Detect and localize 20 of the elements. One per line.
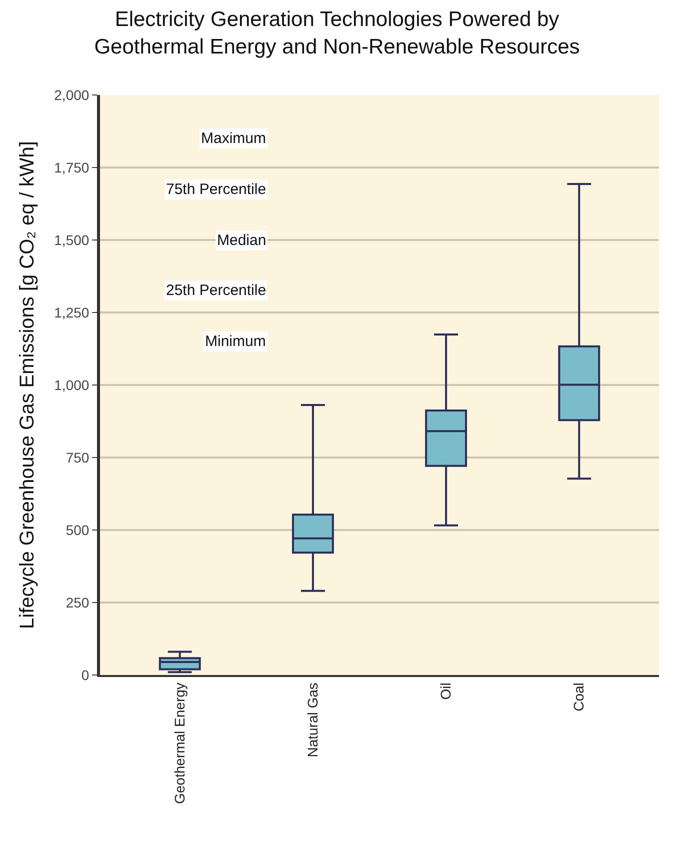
x-tick-label: Coal: [570, 682, 587, 712]
annotation: Minimum: [205, 333, 266, 350]
x-tick-label: Oil: [438, 682, 454, 700]
y-tick-label: 1,500: [54, 232, 90, 248]
y-tick-label: 250: [66, 594, 90, 610]
chart-title: Electricity Generation Technologies Powered by Geothermal Energy and Non-Renewable Resources: [94, 8, 580, 58]
annotation: 25th Percentile: [166, 282, 266, 299]
y-tick-label: 0: [81, 666, 90, 683]
x-tick-label: Geothermal Energy: [171, 682, 188, 804]
y-tick-label: 1,250: [54, 304, 90, 320]
y-tick-label: 1,000: [54, 376, 90, 393]
y-tick-label: 500: [66, 522, 90, 538]
y-tick-label: 2,000: [54, 86, 90, 103]
x-tick-label: Natural Gas: [304, 682, 320, 758]
y-tick-label: 750: [66, 449, 90, 466]
y-tick-label: 1,750: [54, 159, 90, 176]
y-axis-title: Lifecycle Greenhouse Gas Emissions [g CO₂ eq / kWh]: [16, 141, 39, 629]
annotation: Maximum: [201, 130, 266, 147]
annotation: 75th Percentile: [166, 181, 266, 198]
annotation: Median: [217, 232, 266, 249]
